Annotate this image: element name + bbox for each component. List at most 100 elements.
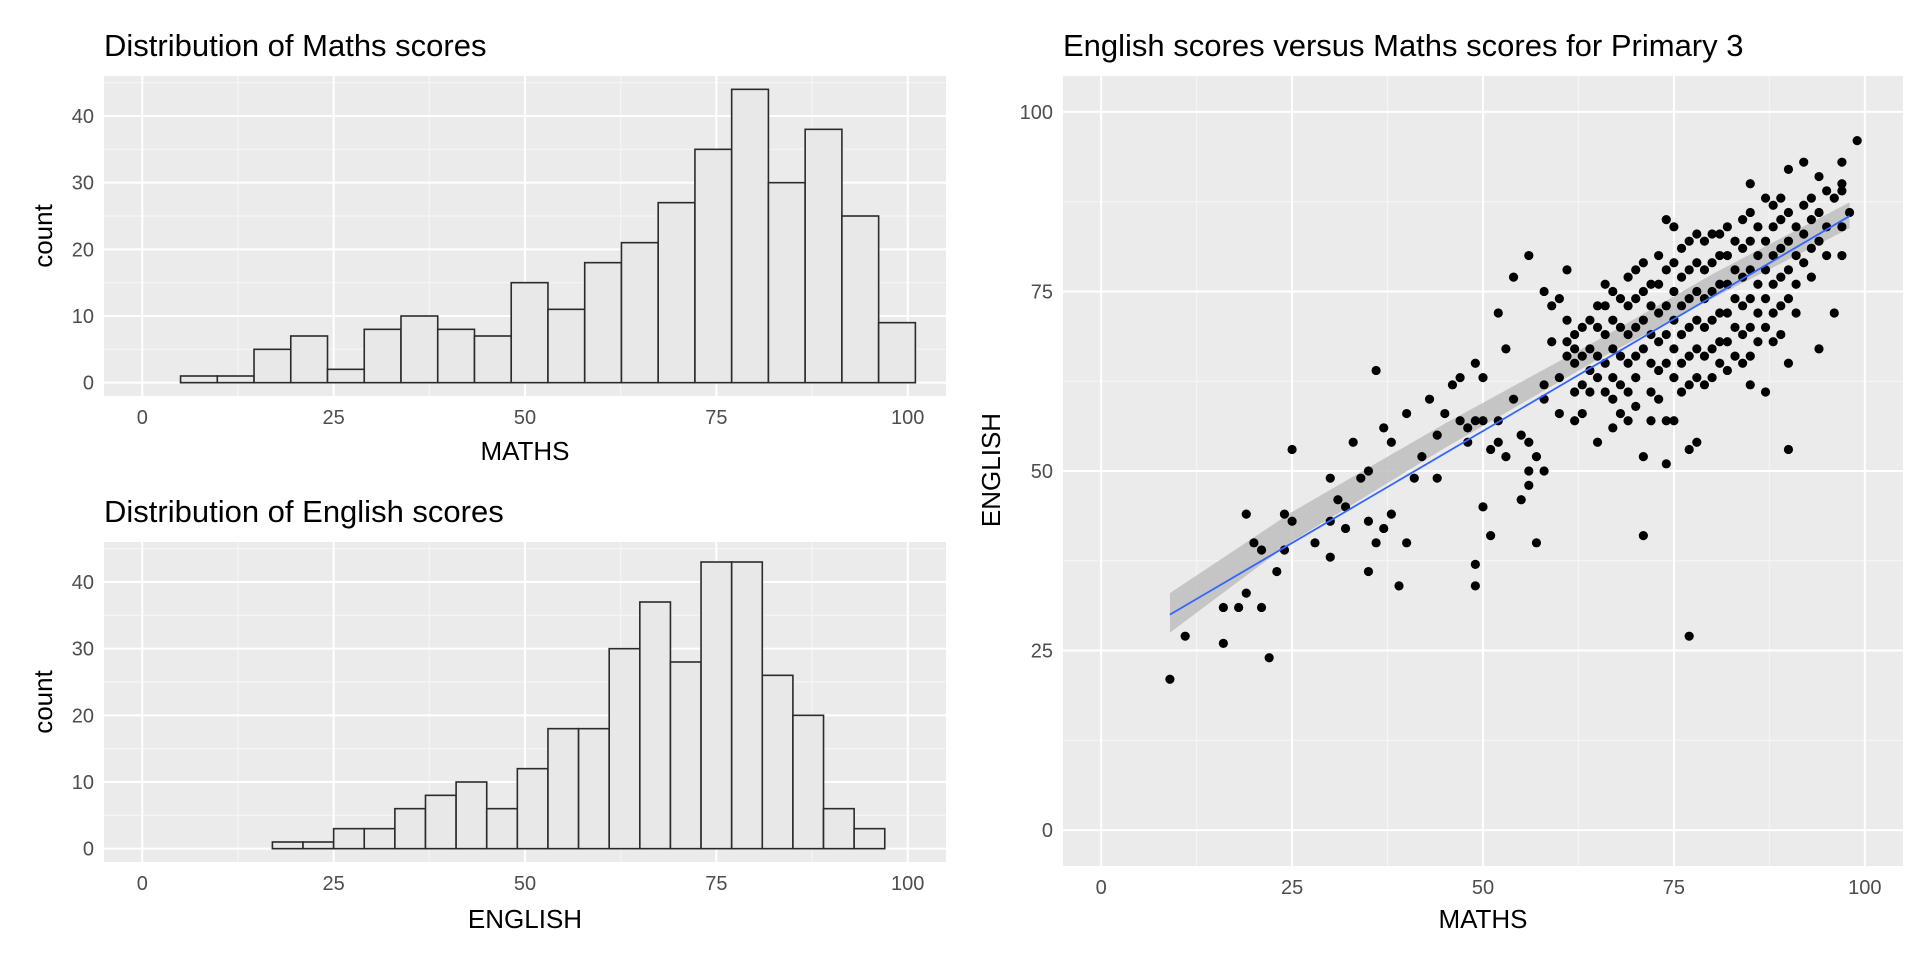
scatter-point: [1707, 344, 1717, 354]
y-tick-label: 100: [1020, 102, 1053, 124]
scatter-point: [1623, 301, 1633, 311]
x-tick-label: 25: [1281, 877, 1303, 899]
scatter-point: [1279, 509, 1290, 519]
scatter-point: [1814, 171, 1824, 182]
histogram-bar: [577, 727, 611, 850]
scatter-point: [1562, 265, 1572, 275]
scatter-point: [1730, 351, 1740, 361]
scatter-point: [1783, 358, 1794, 368]
scatter-point: [1760, 294, 1771, 304]
scatter-point: [1783, 236, 1794, 246]
y-tick-label: 0: [83, 839, 94, 861]
histogram-bar: [767, 181, 806, 384]
scatter-point: [1638, 531, 1648, 541]
scatter-point: [1654, 279, 1664, 289]
scatter-point: [1638, 258, 1648, 268]
scatter-point: [1486, 531, 1496, 541]
scatter-point: [1531, 452, 1542, 462]
scatter-point: [1776, 329, 1786, 340]
maths-x-tick-labels: 0 25 50 75 100: [137, 407, 925, 429]
scatter-point: [1615, 408, 1626, 419]
scatter-point: [1776, 215, 1786, 225]
scatter-point: [1654, 394, 1664, 404]
histogram-bar: [216, 375, 255, 384]
scatter-point: [1699, 322, 1710, 332]
scatter-point: [1684, 265, 1694, 275]
scatter-point: [1379, 423, 1389, 433]
scatter-point: [1478, 416, 1488, 426]
histogram-bar: [822, 807, 855, 850]
scatter-point: [1791, 222, 1801, 232]
scatter-point: [1432, 430, 1442, 440]
scatter-point: [1600, 279, 1610, 289]
y-tick-label: 20: [72, 239, 94, 261]
scatter-point: [1661, 329, 1671, 340]
scatter-point: [1760, 387, 1771, 397]
scatter-point: [1745, 322, 1755, 332]
scatter-point: [1676, 243, 1687, 253]
scatter-point: [1799, 157, 1809, 167]
scatter-point: [1241, 509, 1251, 519]
scatter-point: [1715, 308, 1725, 318]
scatter-point: [1386, 509, 1396, 519]
scatter-point: [1615, 322, 1626, 332]
histogram-bar: [669, 661, 702, 850]
histogram-bar: [700, 561, 733, 850]
x-tick-label: 25: [323, 873, 345, 895]
histogram-bar: [179, 375, 219, 384]
histogram-bar: [485, 807, 519, 850]
scatter-point: [1615, 351, 1626, 361]
scatter-point: [1684, 380, 1694, 390]
scatter-point: [1615, 294, 1626, 304]
scatter-point: [1379, 523, 1389, 534]
scatter-point: [1234, 602, 1244, 613]
scatter-point: [1806, 272, 1816, 282]
y-tick-label: 20: [72, 705, 94, 727]
scatter-point: [1516, 430, 1526, 440]
histogram-bar: [332, 827, 366, 850]
histogram-bar: [841, 215, 880, 384]
scatter-point: [1676, 358, 1687, 368]
scatter-point: [1631, 373, 1641, 383]
scatter-point: [1715, 229, 1725, 239]
scatter-point: [1753, 308, 1763, 318]
scatter-point: [1707, 315, 1717, 325]
scatter-point: [1592, 301, 1603, 311]
maths-bars: [179, 88, 917, 384]
scatter-point: [1692, 286, 1702, 297]
scatter-point: [1753, 250, 1763, 261]
scatter-point: [1730, 322, 1740, 332]
scatter-point: [1638, 452, 1648, 462]
scatter-point: [1661, 265, 1671, 275]
scatter-point: [1684, 294, 1694, 304]
scatter-point: [1669, 258, 1679, 268]
scatter-point: [1333, 495, 1343, 505]
scatter-point: [1478, 502, 1488, 512]
scatter-point: [1608, 423, 1618, 433]
scatter-point: [1692, 229, 1702, 239]
y-tick-label: 30: [72, 173, 94, 195]
scatter-point: [1432, 473, 1442, 483]
scatter-point: [1692, 344, 1702, 354]
scatter-point: [1348, 437, 1358, 447]
x-tick-label: 75: [1663, 877, 1685, 899]
scatter-point: [1791, 308, 1801, 318]
scatter-point: [1585, 315, 1595, 325]
scatter-point: [1585, 387, 1595, 397]
scatter-point: [1753, 337, 1763, 347]
scatter-point: [1799, 200, 1809, 210]
scatter-point: [1669, 222, 1679, 232]
scatter-point: [1661, 459, 1671, 469]
scatter-point: [1386, 437, 1396, 447]
x-tick-label: 0: [1096, 877, 1107, 899]
scatter-point: [1715, 250, 1725, 261]
scatter-point: [1646, 358, 1656, 368]
histogram-bar: [639, 601, 672, 850]
histogram-bar: [302, 841, 335, 850]
scatter-point: [1768, 250, 1778, 261]
scatter-point: [1837, 250, 1847, 261]
english-x-tick-labels: 0 25 50 75 100: [137, 873, 925, 895]
scatter-point: [1646, 416, 1656, 426]
histogram-bar: [363, 827, 396, 850]
